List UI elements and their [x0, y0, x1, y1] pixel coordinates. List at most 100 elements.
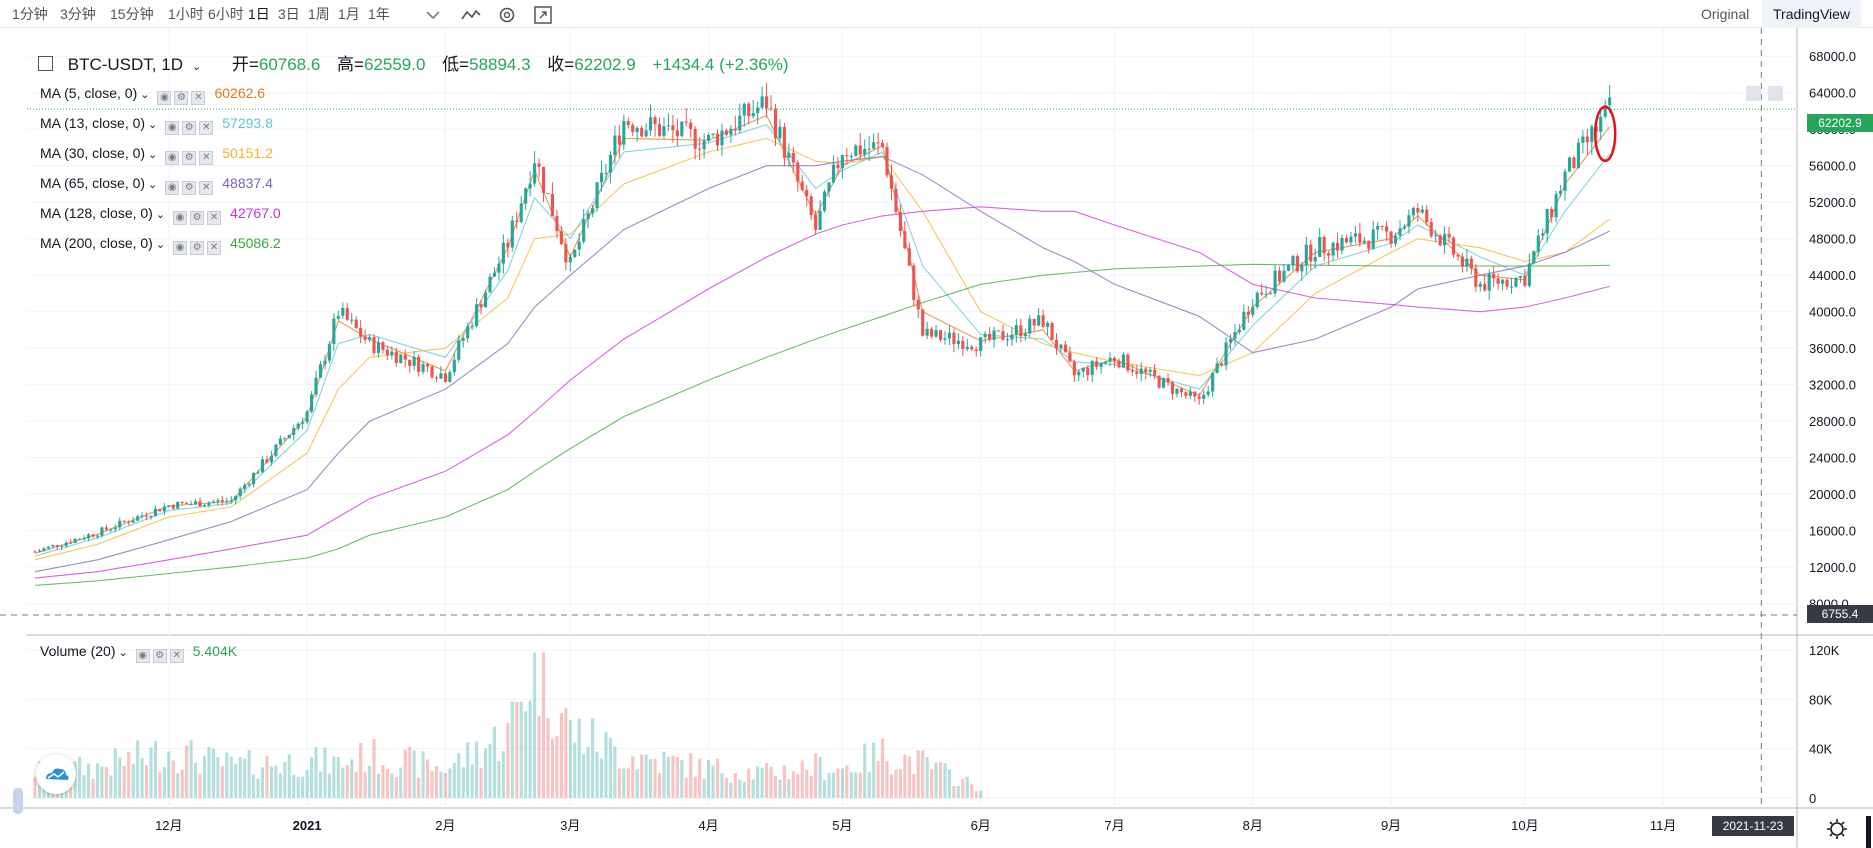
chevron-down-icon[interactable]: ⌄ [118, 647, 128, 659]
x-tick-label: 8月 [1243, 818, 1263, 833]
view-original-button[interactable]: Original [1701, 6, 1750, 22]
indicator-value: 48837.4 [222, 175, 273, 191]
volume-label[interactable]: Volume (20) [40, 643, 116, 659]
timeframe-6[interactable]: 3日 [278, 6, 300, 22]
y-tick-label: 68000.0 [1809, 49, 1856, 64]
eye-icon[interactable]: ◉ [157, 91, 172, 105]
candle-body [1509, 286, 1514, 288]
volume-bar [91, 778, 95, 798]
chevron-down-icon[interactable]: ⌄ [140, 89, 150, 101]
candle-body [354, 319, 358, 329]
candle-body [314, 377, 318, 395]
timeframe-0[interactable]: 1分钟 [12, 6, 48, 22]
volume-bar [345, 764, 349, 798]
eye-icon[interactable]: ◉ [165, 181, 180, 195]
symbol-label[interactable]: BTC-USDT, 1D [67, 55, 183, 74]
chevron-down-icon[interactable]: ⌄ [148, 149, 158, 161]
candle-body [488, 276, 492, 293]
tradingview-logo[interactable] [36, 754, 76, 794]
volume-bar [568, 720, 572, 798]
chart-canvas[interactable]: 8000.012000.016000.020000.024000.028000.… [0, 28, 1873, 848]
volume-bar [921, 750, 925, 798]
eye-icon[interactable]: ◉ [165, 151, 180, 165]
candle-body [1550, 208, 1554, 218]
y-tick-label: 16000.0 [1809, 524, 1856, 539]
chevron-down-icon[interactable] [422, 4, 444, 26]
volume-bar [876, 761, 880, 798]
candle-body [1148, 369, 1152, 372]
indicator-label[interactable]: MA (13, close, 0) [40, 115, 146, 131]
collapse-legend-icon[interactable] [38, 56, 53, 71]
close-icon[interactable]: ✕ [169, 649, 184, 663]
indicator-wave-icon[interactable] [460, 4, 482, 26]
chevron-down-icon[interactable]: ⌄ [148, 119, 158, 131]
fullscreen-icon[interactable] [532, 4, 554, 26]
indicator-label[interactable]: MA (128, close, 0) [40, 205, 153, 221]
gear-icon[interactable]: ⚙ [182, 151, 197, 165]
volume-bar [372, 739, 376, 798]
candle-body [256, 472, 260, 474]
indicator-label[interactable]: MA (30, close, 0) [40, 145, 146, 161]
candle-body [1126, 354, 1130, 371]
eye-icon[interactable]: ◉ [165, 121, 180, 135]
chevron-down-icon[interactable]: ⌄ [155, 209, 166, 221]
volume-bar [381, 765, 385, 798]
volume-bar [421, 751, 425, 798]
timeframe-1[interactable]: 3分钟 [60, 6, 96, 22]
timeframe-4[interactable]: 6小时 [208, 6, 244, 22]
candle-body [274, 444, 278, 456]
eye-icon[interactable]: ◉ [173, 211, 188, 225]
y-tick-label: 44000.0 [1809, 268, 1856, 283]
candle-body [733, 128, 737, 131]
candle-body [260, 459, 265, 473]
candle-body [1228, 339, 1233, 343]
candle-body [903, 231, 907, 249]
candle-body [1269, 293, 1273, 295]
close-icon[interactable]: ✕ [199, 121, 214, 135]
close-icon[interactable]: ✕ [207, 241, 222, 255]
candle-body [162, 506, 166, 512]
volume-bar [617, 768, 621, 798]
candle-body [443, 373, 447, 382]
indicator-label[interactable]: MA (5, close, 0) [40, 85, 138, 101]
gear-icon[interactable]: ⚙ [190, 241, 205, 255]
timeframe-7[interactable]: 1周 [308, 6, 330, 22]
eye-icon[interactable]: ◉ [135, 649, 150, 663]
candle-body [604, 172, 608, 174]
candle-body [765, 96, 769, 109]
gear-icon[interactable]: ⚙ [152, 649, 167, 663]
chevron-down-icon[interactable]: ⌄ [148, 179, 158, 191]
gear-icon[interactable] [496, 4, 518, 26]
timeframe-3[interactable]: 1小时 [168, 6, 204, 22]
indicator-label[interactable]: MA (200, close, 0) [40, 235, 153, 251]
candle-body [194, 501, 198, 504]
volume-bar [872, 742, 876, 798]
candle-body [376, 342, 381, 353]
volume-bar [225, 752, 229, 798]
volume-bar [965, 776, 969, 798]
timeframe-2[interactable]: 15分钟 [110, 6, 154, 22]
gear-icon[interactable]: ⚙ [182, 181, 197, 195]
chevron-down-icon[interactable]: ⌄ [155, 239, 166, 251]
candle-body [711, 133, 715, 135]
indicator-label[interactable]: MA (65, close, 0) [40, 175, 146, 191]
timeframe-9[interactable]: 1年 [368, 6, 390, 22]
close-icon[interactable]: ✕ [199, 151, 214, 165]
gear-icon[interactable]: ⚙ [182, 121, 197, 135]
timeframe-8[interactable]: 1月 [338, 6, 360, 22]
candle-body [577, 241, 581, 250]
eye-icon[interactable]: ◉ [173, 241, 188, 255]
volume-bar [622, 768, 626, 798]
close-icon[interactable]: ✕ [207, 211, 222, 225]
timeframe-5[interactable]: 1日 [248, 6, 270, 22]
candle-body [938, 330, 943, 340]
gear-icon[interactable] [1824, 816, 1850, 842]
close-icon[interactable]: ✕ [199, 181, 214, 195]
gear-icon[interactable]: ⚙ [190, 211, 205, 225]
gear-icon[interactable]: ⚙ [174, 91, 189, 105]
view-tradingview-button[interactable]: TradingView [1762, 0, 1862, 28]
close-icon[interactable]: ✕ [191, 91, 206, 105]
candle-body [541, 166, 546, 193]
chevron-down-icon[interactable]: ⌄ [191, 61, 202, 73]
candle-body [1496, 278, 1500, 284]
